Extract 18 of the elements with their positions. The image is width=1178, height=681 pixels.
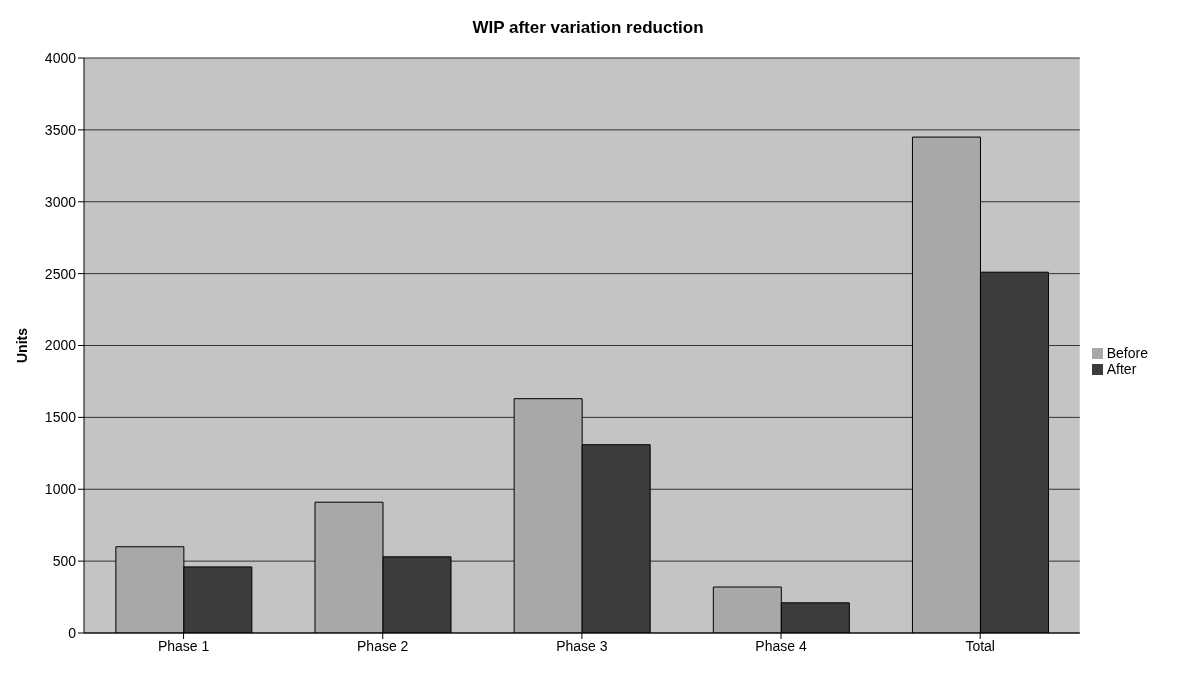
legend-label: Before [1106, 344, 1148, 361]
y-tick-label: 500 [52, 553, 77, 570]
x-tick-label: Phase 1 [157, 637, 210, 654]
y-tick-label: 4000 [44, 49, 77, 66]
y-tick-label: 1000 [44, 481, 77, 498]
x-tick-label: Total [965, 637, 995, 654]
y-tick-label: 3500 [44, 121, 77, 138]
y-axis-title: Units [13, 327, 30, 363]
x-tick-label: Phase 4 [755, 637, 807, 654]
legend-label: After [1106, 360, 1137, 377]
x-tick-label: Phase 3 [556, 637, 608, 654]
y-tick-label: 2500 [44, 265, 77, 282]
y-tick-label: 3000 [44, 193, 77, 210]
chart-title: WIP after variation reduction [471, 17, 705, 39]
y-tick-label: 0 [68, 624, 77, 641]
y-tick-label: 2000 [44, 337, 77, 354]
x-tick-label: Phase 2 [357, 637, 409, 654]
y-tick-label: 1500 [44, 409, 77, 426]
